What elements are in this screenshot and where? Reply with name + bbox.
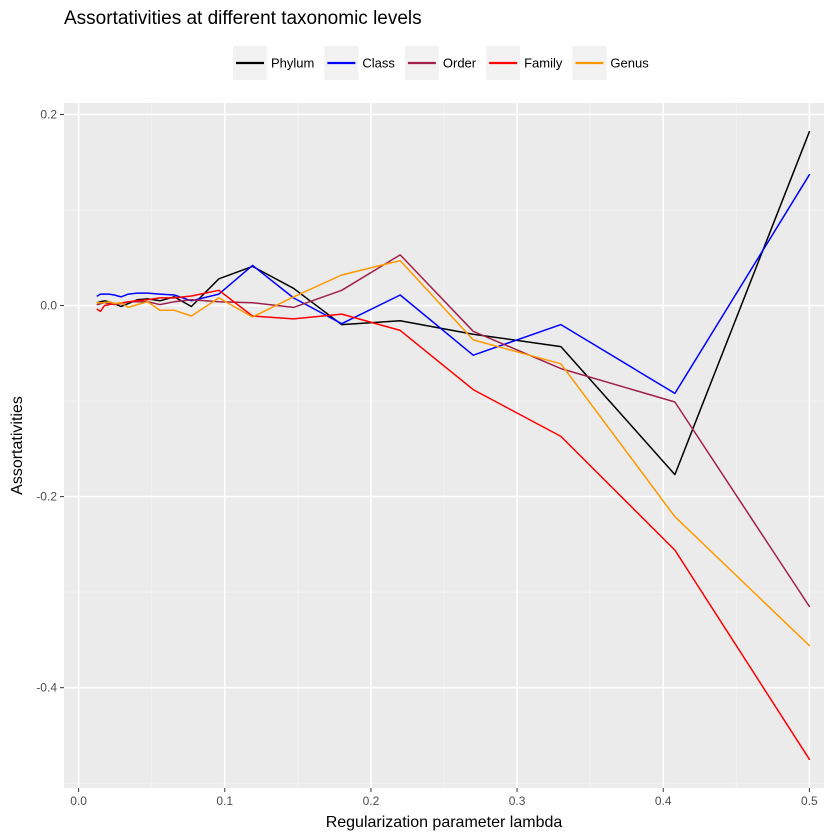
y-tick-label: -0.4 (36, 681, 57, 695)
legend-item-phylum: Phylum (233, 46, 314, 80)
chart-title: Assortativities at different taxonomic l… (64, 8, 422, 29)
x-axis-ticks: 0.0 0.1 0.2 0.3 0.4 0.5 (70, 788, 818, 808)
legend-label: Class (362, 56, 395, 71)
grid-minor (64, 103, 824, 788)
y-tick-label: -0.2 (36, 490, 57, 504)
x-tick-label: 0.3 (509, 794, 526, 808)
series-line-class (96, 173, 811, 395)
y-axis-ticks: -0.4 -0.2 0.0 0.2 (36, 107, 64, 695)
series-line-family (96, 289, 811, 761)
y-tick-label: 0.2 (40, 107, 57, 121)
series-lines (96, 130, 811, 761)
x-tick-label: 0.1 (216, 794, 233, 808)
y-axis-title: Assortativities (9, 396, 26, 495)
series-line-genus (96, 259, 811, 647)
legend-item-class: Class (324, 46, 395, 80)
x-tick-label: 0.4 (655, 794, 672, 808)
legend-label: Family (524, 56, 563, 71)
x-axis-title: Regularization parameter lambda (326, 814, 563, 831)
x-tick-label: 0.5 (801, 794, 818, 808)
legend-label: Order (443, 56, 477, 71)
legend-label: Phylum (271, 56, 314, 71)
x-tick-label: 0.0 (70, 794, 87, 808)
y-tick-label: 0.0 (40, 299, 57, 313)
legend-item-genus: Genus (572, 46, 649, 80)
x-tick-label: 0.2 (363, 794, 380, 808)
legend: Phylum Class Order Family Genus (233, 46, 649, 80)
legend-item-order: Order (404, 46, 477, 80)
grid-major (64, 103, 824, 788)
legend-item-family: Family (486, 46, 563, 80)
legend-label: Genus (610, 56, 649, 71)
